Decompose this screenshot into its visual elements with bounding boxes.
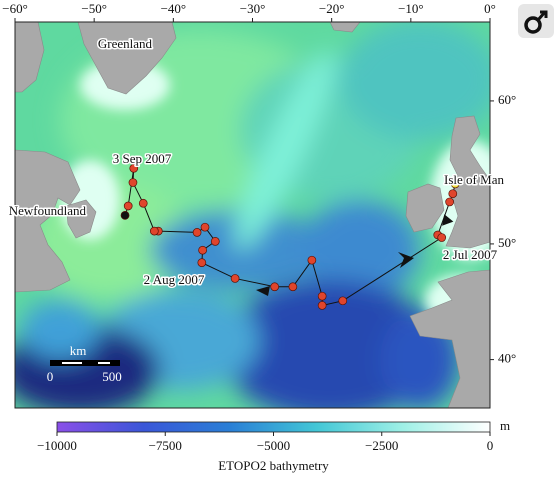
track-point	[197, 258, 207, 267]
colorbar-tick-label: −5000	[257, 438, 290, 453]
scale-bar: km 0 500	[47, 343, 122, 384]
colorbar-tick-label: −2500	[365, 438, 398, 453]
track-point	[149, 226, 159, 236]
track-point	[198, 245, 207, 255]
x-tick-label: −20°	[319, 1, 345, 16]
colorbar	[56, 421, 491, 433]
track-point	[128, 178, 138, 187]
x-tick-label: 0°	[484, 1, 496, 16]
x-tick-label: −10°	[398, 1, 424, 16]
place-label: Isle of Man	[444, 172, 504, 187]
land	[15, 22, 490, 408]
x-tick-label: −30°	[240, 1, 266, 16]
date-label: 2 Aug 2007	[144, 272, 205, 287]
scale-tick-label: 500	[102, 369, 122, 384]
track-point	[307, 255, 317, 265]
track-point	[450, 179, 460, 189]
y-tick-label: 60°	[498, 92, 516, 107]
track-point	[230, 274, 240, 283]
track-point	[288, 282, 298, 292]
scale-tick-label: 0	[47, 369, 54, 384]
x-tick-label: −50°	[81, 1, 107, 16]
colorbar-tick-label: 0	[487, 438, 494, 453]
date-label: 2 Jul 2007	[443, 247, 498, 262]
track-point	[317, 291, 327, 301]
track-point	[123, 201, 133, 211]
date-label: 3 Sep 2007	[113, 151, 172, 166]
track-point	[437, 233, 447, 242]
direction-arrows	[256, 214, 454, 296]
track-point	[317, 301, 327, 310]
colorbar-unit: m	[500, 418, 510, 433]
place-label: Newfoundland	[9, 203, 87, 218]
y-tick-label: 40°	[498, 351, 516, 366]
track-point	[129, 163, 139, 173]
track-point	[448, 189, 458, 199]
x-tick-label: −60°	[2, 1, 28, 16]
scale-unit: km	[70, 343, 87, 358]
track-point	[192, 228, 202, 237]
track-point	[270, 282, 280, 292]
bathymetry	[15, 22, 490, 408]
male-icon	[518, 4, 554, 38]
colorbar-title: ETOPO2 bathymetry	[218, 458, 329, 473]
track-point	[338, 296, 348, 306]
track-point	[210, 237, 220, 246]
track-point	[445, 197, 454, 207]
x-tick-label: −40°	[161, 1, 187, 16]
place-label: Greenland	[98, 36, 153, 51]
track-point	[200, 222, 210, 232]
track-point	[120, 211, 130, 220]
colorbar-tick-label: −10000	[37, 438, 77, 453]
colorbar-tick-label: −7500	[149, 438, 182, 453]
track-point	[138, 198, 148, 208]
y-tick-label: 50°	[498, 235, 516, 250]
